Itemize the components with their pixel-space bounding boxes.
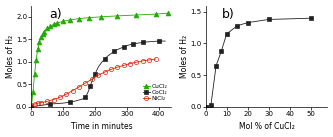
Y-axis label: Moles of H₂: Moles of H₂ xyxy=(6,35,15,78)
CuCl₂ xyxy=(115,15,119,17)
Line: CuCl₂: CuCl₂ xyxy=(29,11,171,109)
Legend: CuCl₂, CoCl₂, NiCl₂: CuCl₂, CoCl₂, NiCl₂ xyxy=(142,82,168,102)
CoCl₂ xyxy=(84,96,88,98)
CoCl₂ xyxy=(96,66,100,68)
CoCl₂ xyxy=(55,103,59,104)
NiCl₂ xyxy=(33,103,37,105)
Text: a): a) xyxy=(50,8,62,21)
CoCl₂ xyxy=(36,105,40,107)
NiCl₂ xyxy=(115,66,119,68)
CoCl₂ xyxy=(88,85,92,87)
CuCl₂ xyxy=(61,20,65,22)
NiCl₂ xyxy=(90,79,94,80)
NiCl₂ xyxy=(64,93,68,95)
NiCl₂ xyxy=(103,71,107,73)
CoCl₂ xyxy=(103,58,107,60)
CuCl₂ xyxy=(52,24,56,25)
CoCl₂ xyxy=(119,47,123,49)
NiCl₂ xyxy=(154,58,158,60)
CuCl₂ xyxy=(33,74,37,75)
Y-axis label: Moles of H₂: Moles of H₂ xyxy=(180,35,189,78)
CuCl₂ xyxy=(34,59,38,60)
CoCl₂ xyxy=(85,93,89,95)
NiCl₂ xyxy=(71,90,75,91)
NiCl₂ xyxy=(29,104,33,106)
CoCl₂ xyxy=(112,51,116,52)
CoCl₂ xyxy=(87,90,91,91)
CoCl₂ xyxy=(109,53,113,55)
CuCl₂ xyxy=(100,16,104,18)
CoCl₂ xyxy=(106,55,110,57)
NiCl₂ xyxy=(135,61,139,63)
CuCl₂ xyxy=(135,14,139,16)
CoCl₂ xyxy=(157,40,161,42)
CoCl₂ xyxy=(131,43,135,45)
CoCl₂ xyxy=(49,103,53,105)
X-axis label: Time in minutes: Time in minutes xyxy=(71,122,132,131)
CoCl₂ xyxy=(90,81,94,82)
CoCl₂ xyxy=(29,106,33,108)
NiCl₂ xyxy=(122,65,126,66)
CuCl₂ xyxy=(77,18,81,19)
CuCl₂ xyxy=(68,19,72,21)
CuCl₂ xyxy=(49,25,53,27)
NiCl₂ xyxy=(58,96,62,98)
CoCl₂ xyxy=(122,46,126,48)
CuCl₂ xyxy=(37,41,41,43)
CuCl₂ xyxy=(41,34,45,35)
CoCl₂ xyxy=(141,42,145,43)
CoCl₂ xyxy=(115,49,119,50)
CoCl₂ xyxy=(42,104,46,106)
CuCl₂ xyxy=(55,22,59,24)
CuCl₂ xyxy=(45,28,49,29)
CoCl₂ xyxy=(163,40,167,42)
CoCl₂ xyxy=(128,44,132,45)
Line: NiCl₂: NiCl₂ xyxy=(29,57,158,107)
NiCl₂ xyxy=(52,99,56,100)
NiCl₂ xyxy=(77,86,81,88)
CoCl₂ xyxy=(80,98,84,100)
CuCl₂ xyxy=(42,31,46,32)
NiCl₂ xyxy=(45,101,49,102)
CuCl₂ xyxy=(29,106,33,108)
NiCl₂ xyxy=(147,59,151,61)
CoCl₂ xyxy=(93,73,97,75)
CuCl₂ xyxy=(154,13,158,15)
CuCl₂ xyxy=(31,92,35,93)
NiCl₂ xyxy=(36,102,40,104)
CoCl₂ xyxy=(135,42,139,44)
CoCl₂ xyxy=(144,41,148,43)
NiCl₂ xyxy=(39,102,43,103)
CoCl₂ xyxy=(100,62,104,63)
CoCl₂ xyxy=(138,42,142,44)
CoCl₂ xyxy=(125,45,129,46)
NiCl₂ xyxy=(141,60,145,62)
NiCl₂ xyxy=(109,69,113,70)
NiCl₂ xyxy=(84,82,88,84)
CoCl₂ xyxy=(74,100,78,102)
Line: CoCl₂: CoCl₂ xyxy=(29,39,167,109)
CuCl₂ xyxy=(166,12,170,14)
X-axis label: Mol % of CuCl₂: Mol % of CuCl₂ xyxy=(238,122,294,131)
NiCl₂ xyxy=(96,74,100,76)
NiCl₂ xyxy=(128,63,132,64)
Text: b): b) xyxy=(221,8,234,21)
CoCl₂ xyxy=(92,77,96,78)
CoCl₂ xyxy=(68,101,72,103)
CuCl₂ xyxy=(39,37,43,38)
CuCl₂ xyxy=(87,17,91,18)
CoCl₂ xyxy=(151,41,155,42)
CuCl₂ xyxy=(36,48,40,50)
CoCl₂ xyxy=(61,102,65,104)
